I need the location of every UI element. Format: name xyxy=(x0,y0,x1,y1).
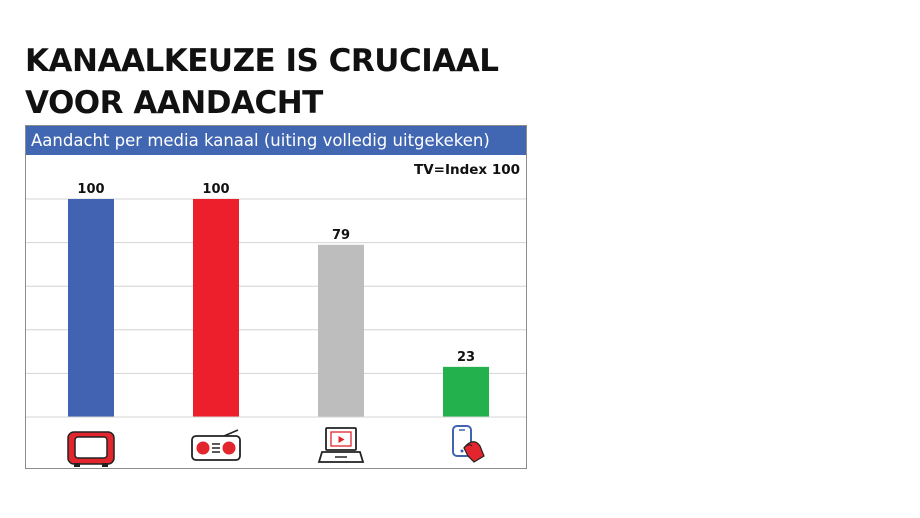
bar-radio xyxy=(193,199,239,417)
chart-title: Aandacht per media kanaal (uiting volled… xyxy=(26,126,526,155)
bar-smartphone xyxy=(443,366,489,417)
value-label: 100 xyxy=(202,182,229,197)
tv-icon xyxy=(67,431,115,467)
radio-icon xyxy=(191,429,241,461)
laptop-icon xyxy=(317,427,365,463)
chart-plot: 100 100 79 23 xyxy=(26,182,526,467)
headline: KANAALKEUZE IS CRUCIAAL VOOR AANDACHT xyxy=(25,40,545,124)
value-labels: 100 100 79 23 xyxy=(77,182,475,365)
headline-line-2: VOOR AANDACHT xyxy=(25,85,323,121)
value-label: 100 xyxy=(77,182,104,197)
index-note: TV=Index 100 xyxy=(413,162,520,178)
smartphone-icon xyxy=(452,425,485,463)
value-label: 79 xyxy=(332,228,350,243)
headline-line-1: KANAALKEUZE IS CRUCIAAL xyxy=(25,43,499,79)
value-label: 23 xyxy=(457,350,475,365)
bar-chart: Aandacht per media kanaal (uiting volled… xyxy=(25,125,527,469)
bar-tv xyxy=(68,199,114,417)
bars xyxy=(68,199,489,417)
bar-laptop xyxy=(318,244,364,417)
